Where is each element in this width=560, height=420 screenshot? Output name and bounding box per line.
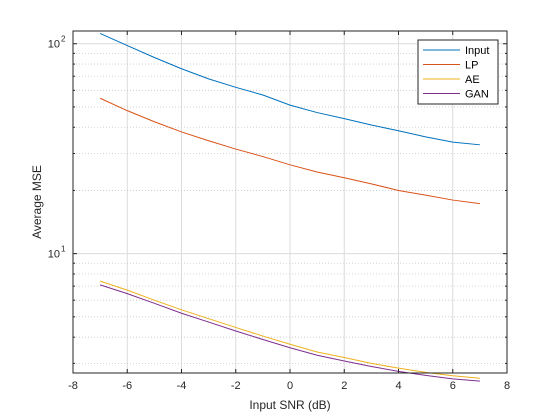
- x-tick-label: -4: [177, 380, 187, 392]
- legend-label-input: Input: [465, 45, 489, 57]
- x-tick-label: 8: [504, 380, 510, 392]
- series-line-input: [99, 32, 480, 146]
- legend-label-lp: LP: [465, 60, 478, 72]
- y-tick-label: 10: [48, 39, 60, 51]
- series-line-lp: [99, 97, 480, 205]
- legend-label-ae: AE: [465, 74, 480, 86]
- y-tick-label-exponent: 1: [61, 245, 66, 254]
- x-axis-label: Input SNR (dB): [249, 398, 330, 412]
- series-line-gan: [99, 284, 480, 382]
- x-tick-label: 0: [287, 380, 293, 392]
- legend: Input LP AE GAN: [417, 39, 499, 105]
- x-tick-label: -8: [68, 380, 78, 392]
- legend-label-gan: GAN: [465, 89, 489, 101]
- y-axis-label: Average MSE: [30, 165, 44, 239]
- series-layer: [99, 32, 480, 382]
- y-tick-label-exponent: 2: [61, 35, 66, 44]
- y-tick-label: 10: [48, 249, 60, 261]
- series-line-ae: [99, 280, 480, 379]
- x-tick-label: 6: [450, 380, 456, 392]
- x-tick-label: 2: [341, 380, 347, 392]
- x-tick-label: -2: [231, 380, 241, 392]
- x-tick-label: -6: [122, 380, 132, 392]
- x-tick-label: 4: [395, 380, 401, 392]
